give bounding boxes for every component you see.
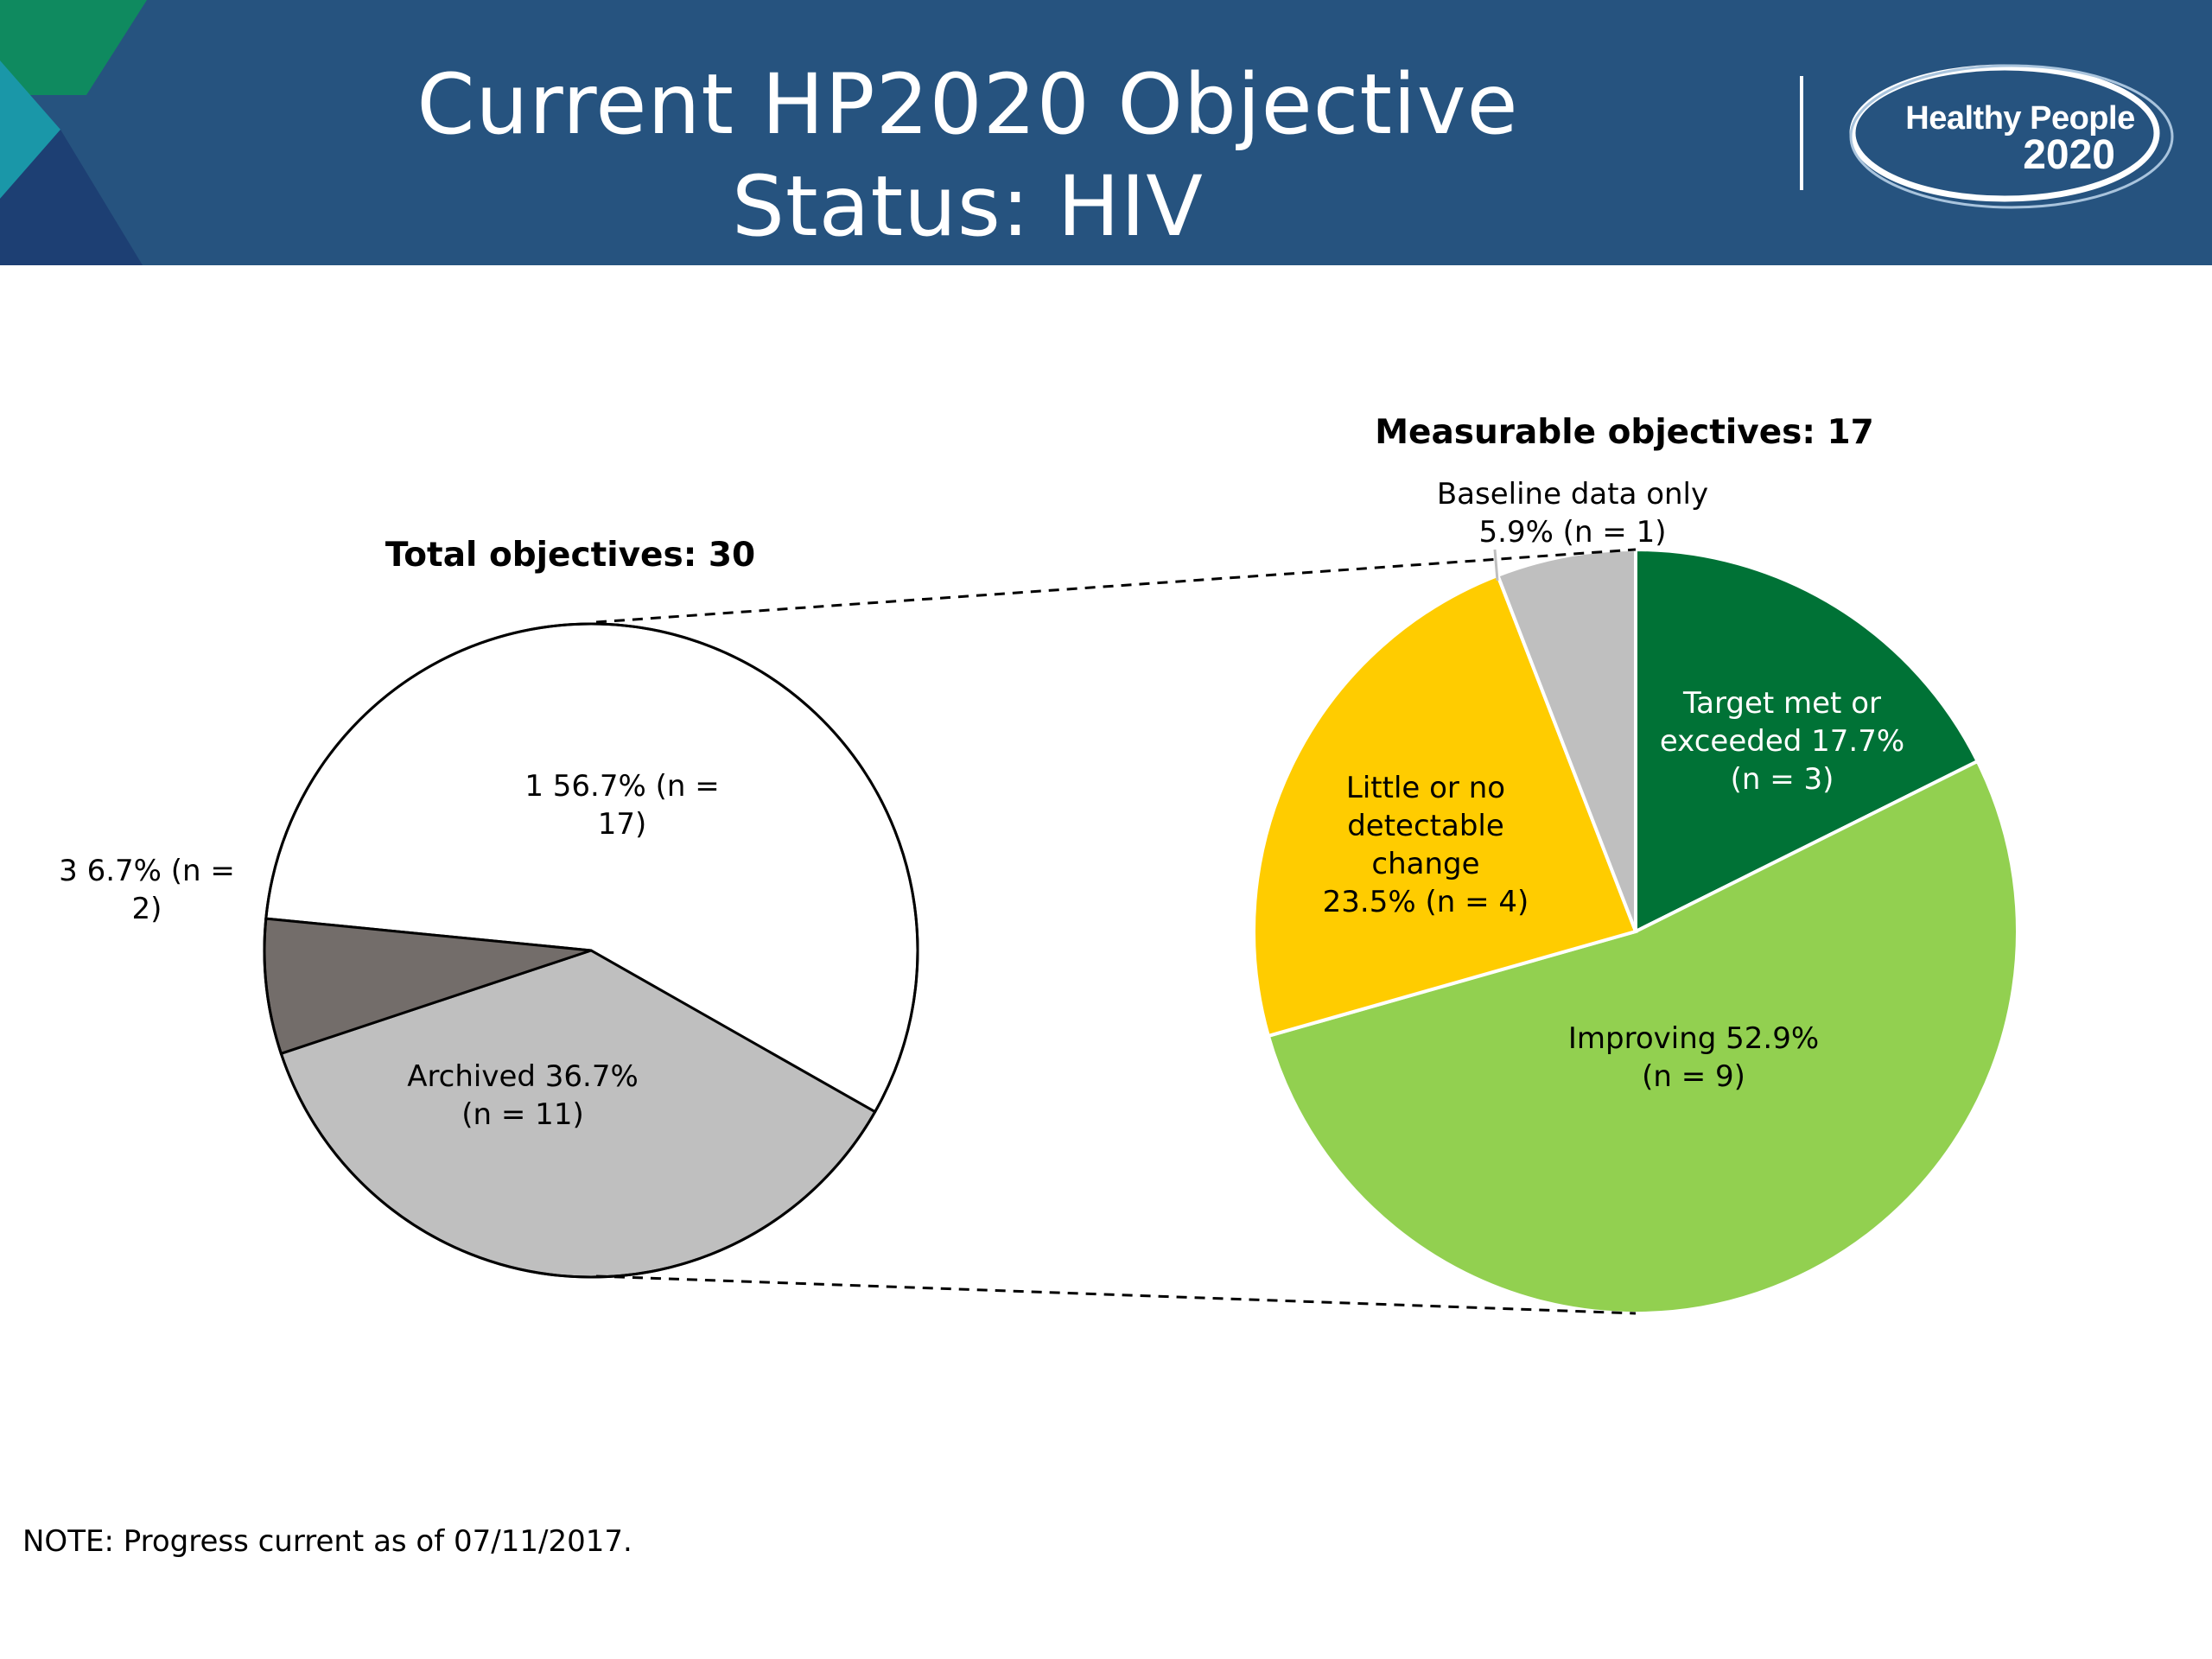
header-decoration <box>0 0 147 265</box>
slice-label-little-change: Little or no detectable change 23.5% (n … <box>1322 771 1529 919</box>
decor-navy-shape <box>0 130 143 265</box>
slide-title-line2: Status: HIV <box>732 158 1204 255</box>
connector-line-top <box>595 548 1637 624</box>
total-objectives-title: Total objectives: 30 <box>385 536 756 575</box>
slice-label-target-met: Target met or exceeded 17.7% (n = 3) <box>1659 686 1905 797</box>
slide-title-line1: Current HP2020 Objective <box>416 56 1519 153</box>
measurable-objectives-pie <box>1252 547 2019 1315</box>
slice-label-baseline: Baseline data only 5.9% (n = 1) <box>1436 477 1709 550</box>
slice-label-developmental: 3 6.7% (n = 2) <box>59 854 235 926</box>
measurable-objectives-title: Measurable objectives: 17 <box>1375 413 1874 452</box>
connector-line-bottom <box>595 1274 1637 1315</box>
measurable-slice-improving <box>1266 759 2019 1315</box>
baseline-leader-line <box>1493 549 1499 582</box>
footnote: NOTE: Progress current as of 07/11/2017. <box>22 1524 632 1559</box>
slice-label-archived: Archived 36.7% (n = 11) <box>407 1059 639 1132</box>
slide-header: Current HP2020 Objective Status: HIV Hea… <box>0 0 2212 265</box>
total-objectives-pie <box>263 622 919 1279</box>
slice-label-measurable: 1 56.7% (n = 17) <box>524 769 720 842</box>
total-outline <box>263 622 919 1279</box>
decor-green-shape <box>0 0 147 95</box>
healthy-people-logo: Healthy People 2020 <box>1842 54 2179 213</box>
decor-teal-shape <box>0 60 60 199</box>
logo-divider <box>1800 76 1803 190</box>
measurable-slice-little-change <box>1252 573 1638 1039</box>
measurable-slice-target-met <box>1634 547 1980 935</box>
slice-label-improving: Improving 52.9% (n = 9) <box>1567 1021 1820 1094</box>
pie-charts <box>263 547 2019 1315</box>
logo-swoosh-icon <box>1849 64 2174 209</box>
logo-text-healthy-people: Healthy People <box>1905 100 2135 137</box>
logo-text-year: 2020 <box>2023 132 2115 178</box>
slide-title: Current HP2020 Objective Status: HIV <box>259 54 1676 257</box>
